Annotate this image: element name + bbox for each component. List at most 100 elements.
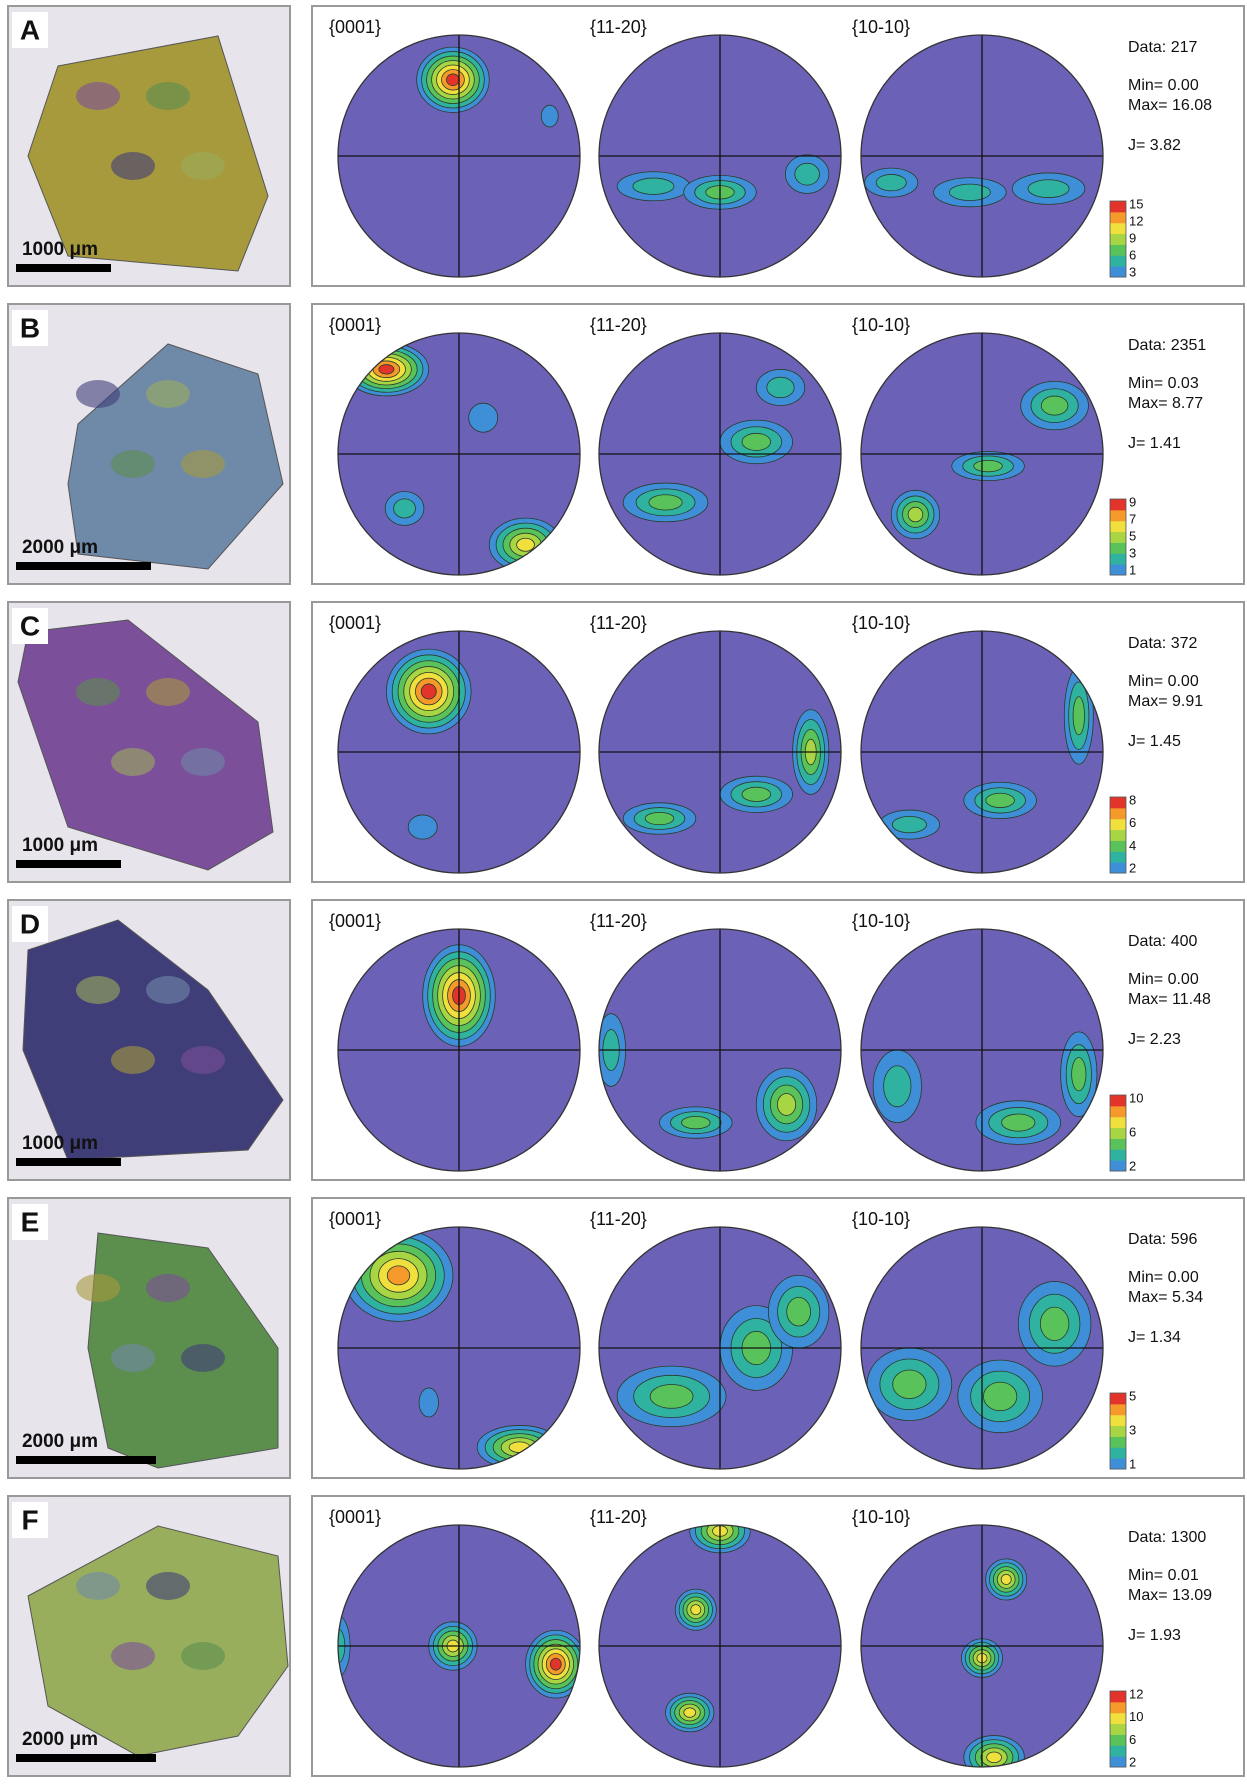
colorbar-band xyxy=(1110,521,1126,532)
contour xyxy=(1073,697,1084,735)
colorbar-tick-label: 5 xyxy=(1129,1388,1136,1403)
contour xyxy=(1040,1307,1069,1340)
contour xyxy=(1072,1058,1086,1091)
colorbar-band xyxy=(1110,1713,1126,1724)
contour xyxy=(550,1658,561,1670)
colorbar-tick-label: 6 xyxy=(1129,1732,1136,1747)
stat-j: J= 1.45 xyxy=(1128,733,1181,750)
contour xyxy=(650,1384,693,1408)
colorbar-band xyxy=(1110,1404,1126,1415)
panel-label: E xyxy=(21,1206,40,1237)
colorbar-band xyxy=(1110,1415,1126,1426)
scale-bar xyxy=(16,1456,156,1464)
grain-patch xyxy=(76,82,120,110)
colorbar-band xyxy=(1110,499,1126,510)
stat-j: J= 1.34 xyxy=(1128,1329,1181,1346)
contour xyxy=(408,815,437,839)
contour xyxy=(1041,396,1068,415)
contour xyxy=(893,1370,926,1399)
colorbar-band xyxy=(1110,1149,1126,1160)
contour xyxy=(795,163,820,185)
contour xyxy=(767,377,794,398)
pole-figure-label: {10-10} xyxy=(852,17,910,37)
contour xyxy=(394,499,416,518)
colorbar-band xyxy=(1110,542,1126,553)
panel-label: A xyxy=(20,14,40,45)
stat-j: J= 3.82 xyxy=(1128,137,1181,154)
colorbar-band xyxy=(1110,1436,1126,1447)
contour xyxy=(421,684,436,699)
pole-figure-label: {11-20} xyxy=(590,613,647,633)
stat-max: Max= 11.48 xyxy=(1128,991,1211,1008)
scale-bar-label: 2000 μm xyxy=(22,537,98,558)
colorbar-band xyxy=(1110,234,1126,245)
colorbar-band xyxy=(1110,553,1126,564)
colorbar-tick-label: 4 xyxy=(1129,838,1136,853)
colorbar-tick-label: 10 xyxy=(1129,1090,1143,1105)
colorbar-band xyxy=(1110,255,1126,266)
pole-figure-label: {11-20} xyxy=(590,1507,647,1527)
contour xyxy=(649,495,682,510)
stat-j: J= 2.23 xyxy=(1128,1031,1181,1048)
stat-max: Max= 8.77 xyxy=(1128,395,1203,412)
grain-patch xyxy=(76,1274,120,1302)
grain-patch xyxy=(76,678,120,706)
contour xyxy=(379,365,394,374)
colorbar-band xyxy=(1110,244,1126,255)
colorbar-band xyxy=(1110,1734,1126,1745)
colorbar-band xyxy=(1110,1447,1126,1458)
contour xyxy=(892,816,926,832)
pole-figure-label: {10-10} xyxy=(852,315,910,335)
colorbar-band xyxy=(1110,1426,1126,1437)
grain-patch xyxy=(111,1642,155,1670)
colorbar-band xyxy=(1110,223,1126,234)
colorbar-tick-label: 2 xyxy=(1129,860,1136,875)
colorbar-band xyxy=(1110,840,1126,851)
contour xyxy=(387,1266,409,1285)
grain-patch xyxy=(146,380,190,408)
colorbar-band xyxy=(1110,1117,1126,1128)
colorbar-tick-label: 5 xyxy=(1129,528,1136,543)
grain-patch xyxy=(76,976,120,1004)
contour xyxy=(884,1066,911,1107)
scale-bar xyxy=(16,860,121,868)
colorbar-tick-label: 10 xyxy=(1129,1709,1143,1724)
scale-bar xyxy=(16,1754,156,1762)
grain-patch xyxy=(146,1274,190,1302)
pole-figure-label: {10-10} xyxy=(852,1507,910,1527)
colorbar-band xyxy=(1110,1138,1126,1149)
grain-patch xyxy=(181,1046,225,1074)
stat-min: Min= 0.00 xyxy=(1128,1269,1199,1286)
colorbar-tick-label: 6 xyxy=(1129,1124,1136,1139)
contour xyxy=(1028,180,1069,198)
scale-bar-label: 1000 μm xyxy=(22,239,98,260)
scale-bar-label: 1000 μm xyxy=(22,835,98,856)
grain-patch xyxy=(146,1572,190,1600)
stat-min: Min= 0.00 xyxy=(1128,971,1199,988)
colorbar-tick-label: 2 xyxy=(1129,1754,1136,1769)
contour xyxy=(777,1093,795,1115)
colorbar-band xyxy=(1110,1458,1126,1469)
contour xyxy=(908,507,923,522)
pole-figure-label: {11-20} xyxy=(590,315,647,335)
colorbar-tick-label: 8 xyxy=(1129,792,1136,807)
page: A1000 μm{0001}{11-20}{10-10}Data: 217Min… xyxy=(0,0,1247,1790)
contour xyxy=(742,433,771,450)
colorbar-tick-label: 3 xyxy=(1129,545,1136,560)
stat-data: Data: 400 xyxy=(1128,933,1197,950)
stat-min: Min= 0.00 xyxy=(1128,77,1199,94)
colorbar-tick-label: 15 xyxy=(1129,196,1143,211)
colorbar-band xyxy=(1110,1160,1126,1171)
pole-figure-label: {10-10} xyxy=(852,1209,910,1229)
colorbar-band xyxy=(1110,851,1126,862)
colorbar-band xyxy=(1110,1745,1126,1756)
stat-data: Data: 596 xyxy=(1128,1231,1197,1248)
stat-max: Max= 5.34 xyxy=(1128,1289,1203,1306)
colorbar-band xyxy=(1110,564,1126,575)
contour xyxy=(986,793,1015,807)
colorbar-tick-label: 3 xyxy=(1129,264,1136,279)
stat-data: Data: 2351 xyxy=(1128,337,1206,354)
grain-patch xyxy=(111,152,155,180)
grain-patch xyxy=(181,152,225,180)
colorbar-band xyxy=(1110,201,1126,212)
